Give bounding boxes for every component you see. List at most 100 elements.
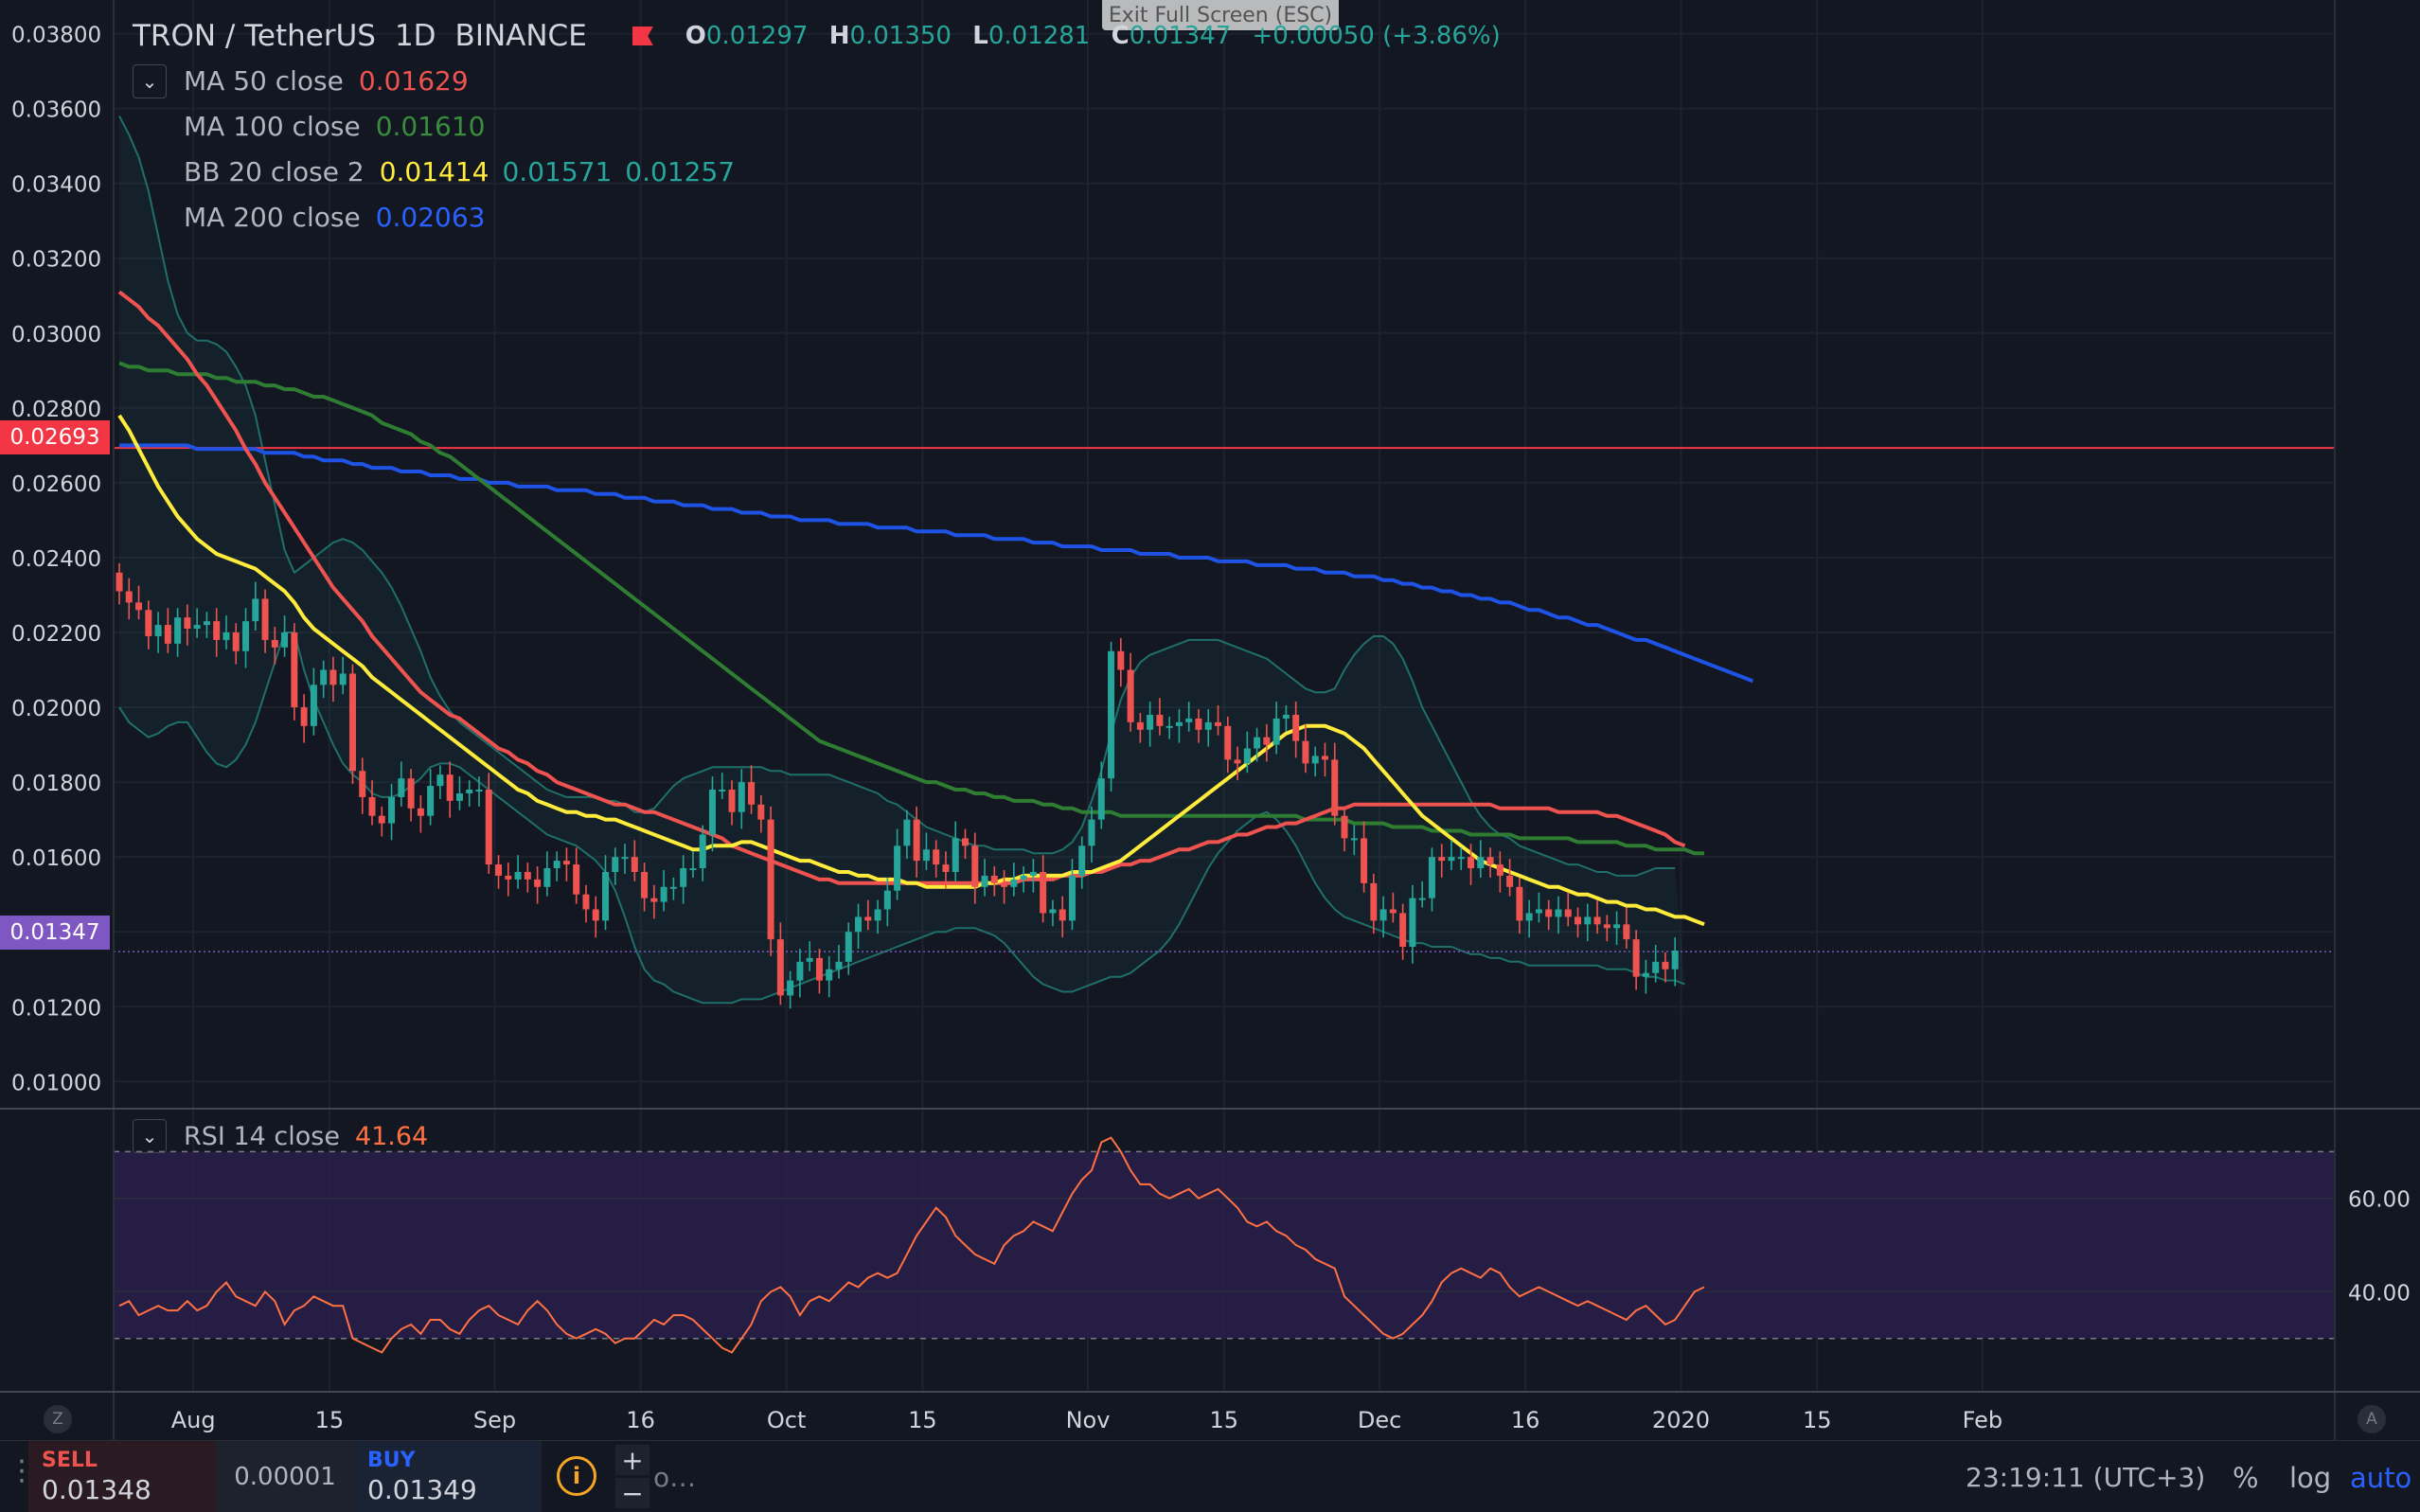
plus-icon[interactable]: + [615,1445,649,1476]
time-tick-label: Feb [1963,1407,2003,1433]
exit-fullscreen-button[interactable]: Exit Full Screen (ESC) [1102,0,1339,30]
candle-body [1147,714,1154,730]
chevron-down-icon[interactable]: ⌄ [133,1119,167,1153]
candle-body [1224,725,1232,760]
price-tick-label: 0.03200 [11,248,101,273]
price-chart[interactable]: 0.03800 0.03600 0.03400 0.03200 0.03000 0.028… [0,0,2420,1440]
candle-body [1486,857,1494,865]
symbol-name[interactable]: TRON / TetherUS [133,19,376,53]
log-toggle[interactable]: log [2289,1462,2332,1494]
candle-body [1418,898,1426,900]
candle-body [1254,737,1261,749]
candle-body [1584,916,1592,925]
candle-body [1671,950,1679,969]
candle-body [1468,857,1475,869]
bollinger-band-fill [119,116,1685,1004]
candle-body [407,778,415,809]
candle-body [388,796,396,824]
candle-body [300,707,308,726]
candle-body [1029,871,1037,876]
candle-body [252,598,259,622]
indicator-row-ma100[interactable]: MA 100 close 0.01610 [133,104,1514,150]
candle-body [1204,721,1212,730]
candle-body [398,778,405,797]
quantity-stepper[interactable]: + − [615,1445,649,1511]
open-value: 0.01297 [705,22,809,50]
candle-body [1525,913,1533,921]
candle-body [1623,924,1630,940]
candle-body [514,871,522,880]
price-tick-label: 0.02800 [11,398,101,422]
candle-body [534,879,542,887]
candle-body [961,838,969,846]
info-icon[interactable]: i [557,1456,596,1496]
percent-toggle[interactable]: % [2233,1462,2259,1494]
sell-price: 0.01348 [42,1474,151,1505]
candle-body [164,625,171,644]
time-tick-label: 16 [1511,1407,1540,1433]
candle-body [826,969,833,981]
candle-body [1078,845,1086,876]
candle-body [1136,721,1144,730]
chevron-down-icon[interactable]: ⌄ [133,64,167,98]
candle-body [913,819,920,862]
candle-body [680,868,687,887]
candle-body [776,939,784,996]
candle-body [787,980,794,996]
rsi-legend[interactable]: ⌄ RSI 14 close 41.64 [133,1119,428,1153]
time-tick-label: 16 [626,1407,655,1433]
indicator-row-ma50[interactable]: ⌄ MA 50 close 0.01629 [133,59,1514,104]
candle-body [1642,972,1649,977]
alert-price-tag[interactable]: 0.02693 [0,420,110,454]
rsi-tick-label: 40.00 [2348,1281,2411,1306]
indicator-value: 0.01257 [625,156,736,187]
indicator-row-bb[interactable]: BB 20 close 2 0.01414 0.01571 0.01257 [133,150,1514,195]
candle-body [738,782,745,812]
candle-body [1302,740,1309,764]
candle-body [505,875,512,880]
buy-button[interactable]: BUY 0.01349 [354,1441,542,1512]
flag-icon[interactable] [632,27,653,45]
indicator-value: 0.01571 [502,156,613,187]
price-tick-label: 0.03000 [11,323,101,347]
candle-body [116,572,123,592]
low-label: L [972,22,988,50]
candle-body [952,838,959,872]
candle-body [145,610,152,636]
open-label: O [685,22,706,50]
candle-body [329,669,337,685]
auto-scale-icon[interactable]: A [2358,1405,2386,1433]
indicator-name: MA 100 close [184,111,361,142]
candle-body [1477,857,1485,869]
candle-body [641,871,649,898]
candle-body [368,796,376,816]
bb-lower-line [118,631,1685,1005]
candle-body [222,632,230,640]
zoom-icon[interactable]: Z [44,1405,72,1433]
ohlc-values: O0.01297 H0.01350 L0.01281 C0.01347 +0.0… [685,13,1514,59]
candle-body [320,669,328,685]
candle-body [573,864,580,895]
candle-body [1059,909,1066,921]
interval-label[interactable]: 1D [394,19,436,53]
sell-button[interactable]: SELL 0.01348 [28,1441,216,1512]
candle-body [1603,924,1610,929]
candle-body [650,898,658,902]
candle-body [125,591,133,603]
candle-body [475,790,483,792]
candle-body [1389,909,1397,914]
candle-body [1311,756,1319,764]
indicator-row-ma200[interactable]: MA 200 close 0.02063 [133,195,1514,240]
candle-body [232,632,240,651]
candle-body [689,868,697,871]
candle-body [1516,886,1523,921]
chart-legend: TRON / TetherUS 1D BINANCE O0.01297 H0.0… [133,13,1514,240]
auto-toggle[interactable]: auto [2350,1462,2412,1494]
candle-body [446,774,454,801]
candle-body [1575,916,1581,925]
candle-body [1457,857,1465,860]
symbol-header: TRON / TetherUS 1D BINANCE O0.01297 H0.0… [133,13,1514,59]
minus-icon[interactable]: − [615,1478,649,1509]
candle-body [1370,882,1378,921]
time-tick-label: 15 [1803,1407,1832,1433]
